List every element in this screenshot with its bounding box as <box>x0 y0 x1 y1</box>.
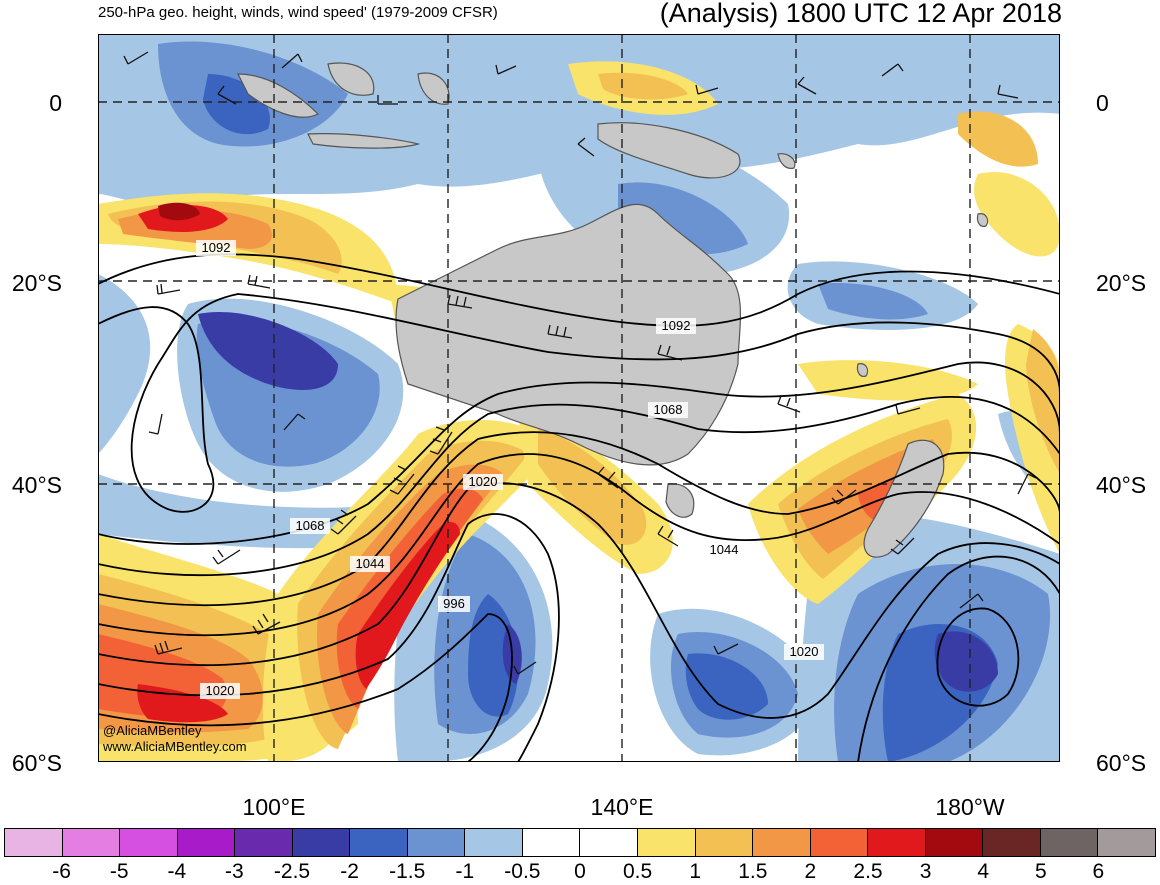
map-title: (Analysis) 1800 UTC 12 Apr 2018 <box>659 0 1062 28</box>
colorbar-label: -2.5 <box>273 860 311 883</box>
contour-label: 1020 <box>469 474 498 489</box>
colorbar-label: 1.5 <box>738 860 768 883</box>
colorbar-label: -1.5 <box>389 860 426 883</box>
colorbar-label: -6 <box>52 860 71 883</box>
lat-label-40s-right: 40°S <box>1096 472 1147 498</box>
colorbar-cell <box>1098 829 1155 856</box>
borneo <box>327 62 375 96</box>
colorbar-label: -1 <box>455 860 475 883</box>
colorbar-label: 6 <box>1092 860 1105 883</box>
colorbar-label: 0.5 <box>622 860 653 883</box>
colorbar-label: 5 <box>1034 860 1047 883</box>
colorbar-cell <box>120 829 178 856</box>
map-subtitle: 250-hPa geo. height, winds, wind speed' … <box>98 4 498 21</box>
lat-label-20s-right: 20°S <box>1096 270 1147 296</box>
map-gridlines <box>98 34 1060 762</box>
colorbar-label: -0.5 <box>504 860 541 883</box>
negative-anomaly-shading <box>98 34 1060 762</box>
contour-label: 1044 <box>710 542 739 557</box>
colorbar-cell <box>1040 829 1099 856</box>
contour-label: 1044 <box>356 556 385 571</box>
colorbar-label: -5 <box>109 860 129 883</box>
map-credit: @AliciaMBentley www.AliciaMBentley.com <box>103 723 247 755</box>
colorbar-cell <box>925 829 984 856</box>
weather-map: 1092 1092 1068 1068 1044 1044 1020 1020 … <box>98 34 1060 762</box>
colorbar-cell <box>638 829 696 856</box>
credit-handle: @AliciaMBentley <box>103 723 202 738</box>
lat-label-20s-left: 20°S <box>11 270 62 296</box>
lon-label-140e: 140°E <box>590 794 654 820</box>
colorbar-label: 2.5 <box>853 860 883 883</box>
lon-label-180w: 180°W <box>935 794 1005 820</box>
colorbar-cell <box>350 829 408 856</box>
colorbar-label: -3 <box>225 860 244 883</box>
sulawesi <box>417 72 450 105</box>
colorbar-label: 3 <box>919 860 932 883</box>
colorbar-cell <box>522 829 581 856</box>
contour-label: 1020 <box>206 683 235 698</box>
australia <box>395 203 742 466</box>
colorbar-label: -4 <box>167 860 187 883</box>
land-masses <box>237 62 989 558</box>
contour-label: 996 <box>443 596 465 611</box>
colorbar-label: 2 <box>804 860 817 883</box>
solomon-islands <box>777 153 796 169</box>
lat-label-60s-right: 60°S <box>1096 750 1147 776</box>
contour-label: 1092 <box>662 318 691 333</box>
colorbar-cell <box>235 829 293 856</box>
colorbar-cell <box>5 829 63 856</box>
colorbar-cell <box>580 829 639 856</box>
fiji <box>976 213 989 227</box>
lat-label-40s-left: 40°S <box>11 472 62 498</box>
colorbar-cell <box>753 829 811 856</box>
colorbar-cell <box>983 829 1041 856</box>
contour-label: 1020 <box>790 644 819 659</box>
colorbar-cell <box>810 829 869 856</box>
colorbar <box>4 828 1156 857</box>
contour-labels: 1092 1092 1068 1068 1044 1044 1020 1020 … <box>196 240 824 699</box>
colorbar-cell <box>695 829 754 856</box>
lat-label-0-right: 0 <box>1096 90 1109 116</box>
colorbar-cell <box>292 829 351 856</box>
colorbar-label: -2 <box>340 860 359 883</box>
map-frame <box>98 34 1060 762</box>
contour-label: 1092 <box>202 240 231 255</box>
lon-label-100e: 100°E <box>242 794 306 820</box>
new-caledonia <box>856 363 869 377</box>
contour-label: 1068 <box>654 402 683 417</box>
wind-barbs <box>123 51 1037 675</box>
positive-anomaly-shading <box>98 61 1060 762</box>
colorbar-cell <box>407 829 466 856</box>
colorbar-label: 4 <box>977 860 990 883</box>
colorbar-label: 1 <box>689 860 702 883</box>
new-zealand <box>863 439 945 558</box>
lat-label-0-left: 0 <box>49 90 62 116</box>
colorbar-label: 0 <box>574 860 586 883</box>
lat-label-60s-left: 60°S <box>11 750 62 776</box>
sumatra <box>237 73 320 118</box>
new-guinea <box>597 122 741 179</box>
colorbar-cell <box>62 829 121 856</box>
contour-label: 1068 <box>296 518 325 533</box>
java <box>307 133 421 149</box>
colorbar-cell <box>868 829 926 856</box>
colorbar-cell <box>465 829 523 856</box>
colorbar-cell <box>177 829 236 856</box>
tasmania <box>665 483 695 518</box>
credit-website: www.AliciaMBentley.com <box>103 739 247 754</box>
